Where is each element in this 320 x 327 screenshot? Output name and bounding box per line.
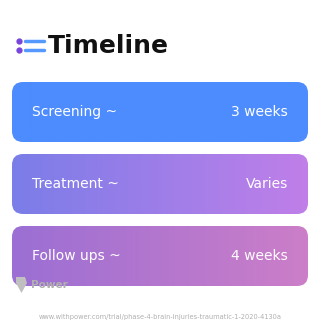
Text: Timeline: Timeline bbox=[48, 34, 169, 58]
Text: www.withpower.com/trial/phase-4-brain-injuries-traumatic-1-2020-4130a: www.withpower.com/trial/phase-4-brain-in… bbox=[38, 314, 282, 320]
Polygon shape bbox=[16, 277, 27, 293]
Text: Power: Power bbox=[31, 280, 68, 290]
Text: 4 weeks: 4 weeks bbox=[231, 249, 288, 263]
Text: 3 weeks: 3 weeks bbox=[231, 105, 288, 119]
Text: Varies: Varies bbox=[246, 177, 288, 191]
Text: Screening ~: Screening ~ bbox=[32, 105, 117, 119]
Text: Follow ups ~: Follow ups ~ bbox=[32, 249, 121, 263]
Text: Treatment ~: Treatment ~ bbox=[32, 177, 119, 191]
